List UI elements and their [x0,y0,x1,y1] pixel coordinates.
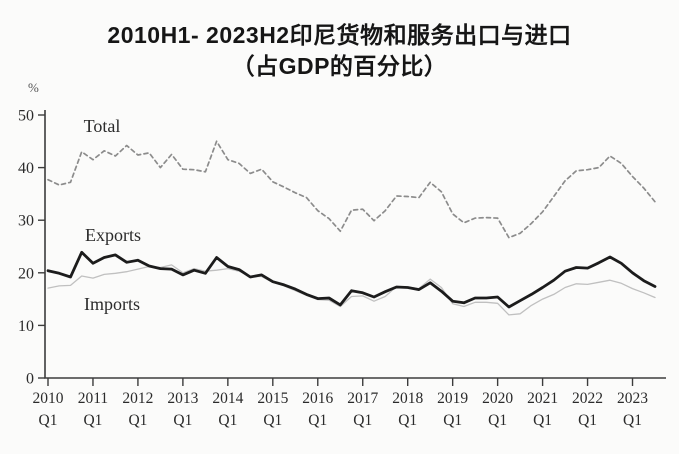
y-tick-label: 50 [18,108,34,125]
x-tick-year-label: 2010 [33,390,64,407]
x-tick-quarter-label: Q1 [578,412,597,429]
x-tick-year-label: 2014 [212,390,243,407]
x-tick-quarter-label: Q1 [533,412,552,429]
x-tick-year-label: 2022 [572,390,603,407]
x-tick-year-label: 2017 [347,390,378,407]
x-tick-year-label: 2018 [392,390,423,407]
x-tick-quarter-label: Q1 [308,412,327,429]
x-tick-quarter-label: Q1 [218,412,237,429]
x-tick-quarter-label: Q1 [263,412,282,429]
y-axis-unit-label: % [28,80,39,95]
x-tick-quarter-label: Q1 [353,412,372,429]
exports-line [46,250,657,309]
x-tick-quarter-label: Q1 [128,412,147,429]
y-tick-label: 40 [18,160,34,177]
x-tick-year-label: 2015 [257,390,288,407]
y-tick-label: 0 [26,371,34,388]
x-tick-quarter-label: Q1 [398,412,417,429]
x-tick-quarter-label: Q1 [83,412,102,429]
y-tick-label: 30 [18,213,34,230]
y-tick-label: 20 [18,265,34,282]
x-tick-quarter-label: Q1 [443,412,462,429]
total-line [47,140,656,239]
x-tick-year-label: 2016 [302,390,333,407]
x-tick-quarter-label: Q1 [488,412,507,429]
y-tick-label: 10 [18,318,34,335]
chart-title: 2010H1- 2023H2印尼货物和服务出口与进口 （占GDP的百分比） [0,20,679,82]
x-tick-year-label: 2011 [78,390,108,407]
x-tick-year-label: 2013 [167,390,198,407]
x-tick-year-label: 2019 [437,390,468,407]
chart-title-line2: （占GDP的百分比） [231,53,448,79]
imports-series-label: Imports [84,294,140,314]
x-tick-quarter-label: Q1 [173,412,192,429]
x-tick-year-label: 2020 [482,390,513,407]
x-tick-year-label: 2012 [122,390,153,407]
x-tick-quarter-label: Q1 [623,412,642,429]
x-tick-quarter-label: Q1 [39,412,58,429]
exports-series-label: Exports [85,225,141,245]
x-tick-year-label: 2021 [527,390,558,407]
x-tick-year-label: 2023 [617,390,648,407]
total-series-label: Total [84,116,121,136]
chart-title-line1: 2010H1- 2023H2印尼货物和服务出口与进口 [107,22,572,48]
